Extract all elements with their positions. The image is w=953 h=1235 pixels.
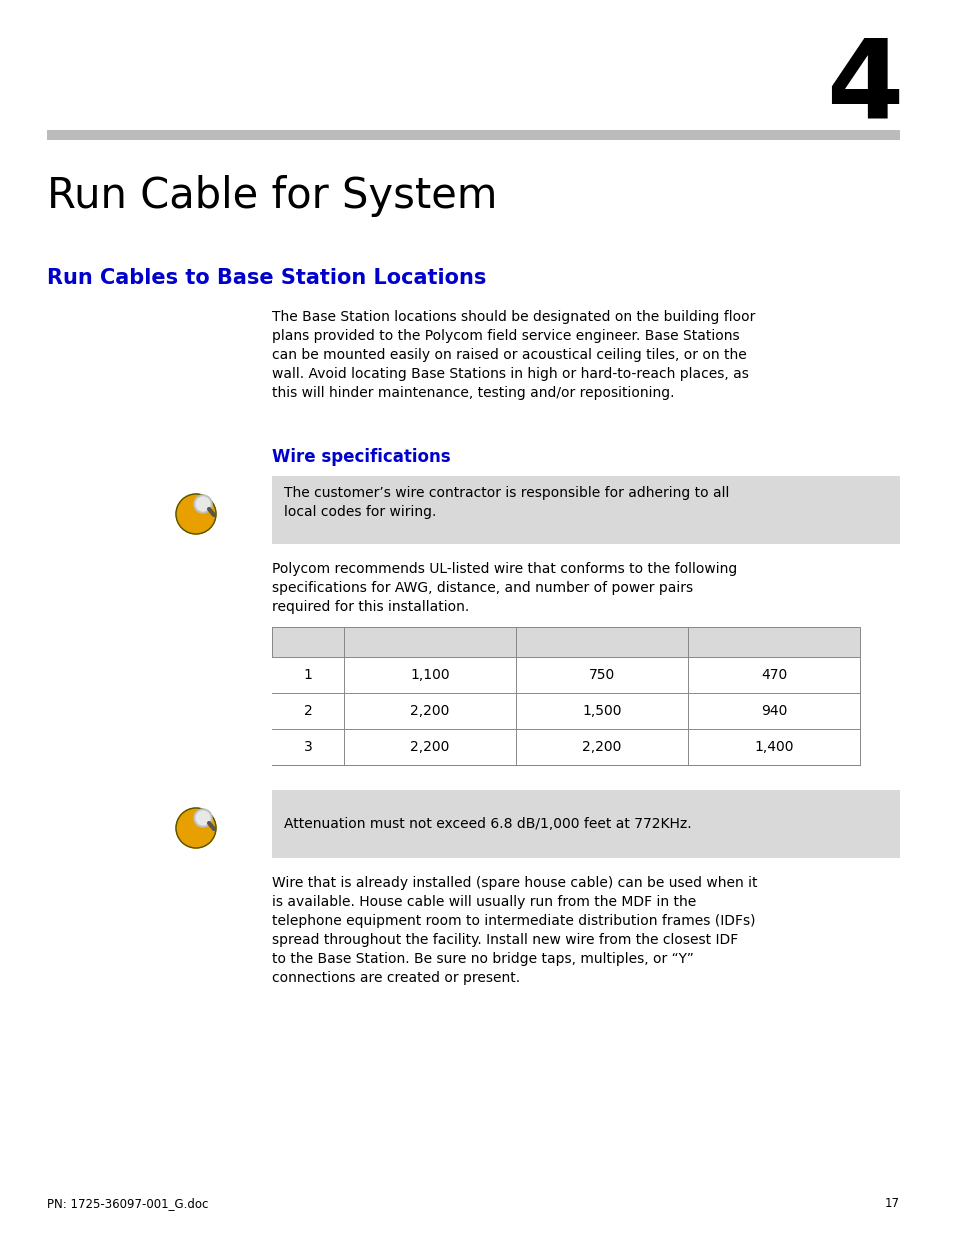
Text: Attenuation must not exceed 6.8 dB/1,000 feet at 772KHz.: Attenuation must not exceed 6.8 dB/1,000… bbox=[284, 818, 691, 831]
Bar bbox=[272, 693, 859, 729]
Text: 1,100: 1,100 bbox=[410, 668, 450, 682]
Text: 4: 4 bbox=[825, 35, 902, 142]
Text: Wire that is already installed (spare house cable) can be used when it
is availa: Wire that is already installed (spare ho… bbox=[272, 876, 757, 984]
Circle shape bbox=[195, 496, 210, 511]
Text: Wire specifications: Wire specifications bbox=[272, 448, 450, 466]
Text: 750: 750 bbox=[588, 668, 615, 682]
Circle shape bbox=[193, 495, 212, 513]
Circle shape bbox=[193, 809, 212, 827]
Text: 3: 3 bbox=[303, 740, 312, 755]
Bar bbox=[47, 130, 899, 140]
Text: 2,200: 2,200 bbox=[410, 704, 449, 718]
Text: 2: 2 bbox=[303, 704, 312, 718]
Text: 1: 1 bbox=[303, 668, 313, 682]
Text: 2,200: 2,200 bbox=[581, 740, 621, 755]
Circle shape bbox=[195, 811, 210, 825]
Text: Polycom recommends UL-listed wire that conforms to the following
specifications : Polycom recommends UL-listed wire that c… bbox=[272, 562, 737, 614]
Bar bbox=[272, 729, 859, 764]
Text: The customer’s wire contractor is responsible for adhering to all
local codes fo: The customer’s wire contractor is respon… bbox=[284, 487, 729, 519]
Bar bbox=[272, 790, 899, 858]
Text: Run Cable for System: Run Cable for System bbox=[47, 175, 497, 217]
Text: PN: 1725-36097-001_G.doc: PN: 1725-36097-001_G.doc bbox=[47, 1197, 208, 1210]
Text: 1,500: 1,500 bbox=[581, 704, 621, 718]
Text: 1,400: 1,400 bbox=[754, 740, 793, 755]
Bar bbox=[272, 657, 859, 693]
Text: The Base Station locations should be designated on the building floor
plans prov: The Base Station locations should be des… bbox=[272, 310, 755, 400]
Text: 17: 17 bbox=[884, 1197, 899, 1210]
Circle shape bbox=[175, 808, 215, 848]
Bar bbox=[272, 475, 899, 543]
Text: 940: 940 bbox=[760, 704, 786, 718]
Circle shape bbox=[175, 494, 215, 534]
Bar bbox=[272, 627, 859, 764]
Text: 2,200: 2,200 bbox=[410, 740, 449, 755]
Text: Run Cables to Base Station Locations: Run Cables to Base Station Locations bbox=[47, 268, 486, 288]
Text: 470: 470 bbox=[760, 668, 786, 682]
Bar bbox=[272, 627, 859, 657]
